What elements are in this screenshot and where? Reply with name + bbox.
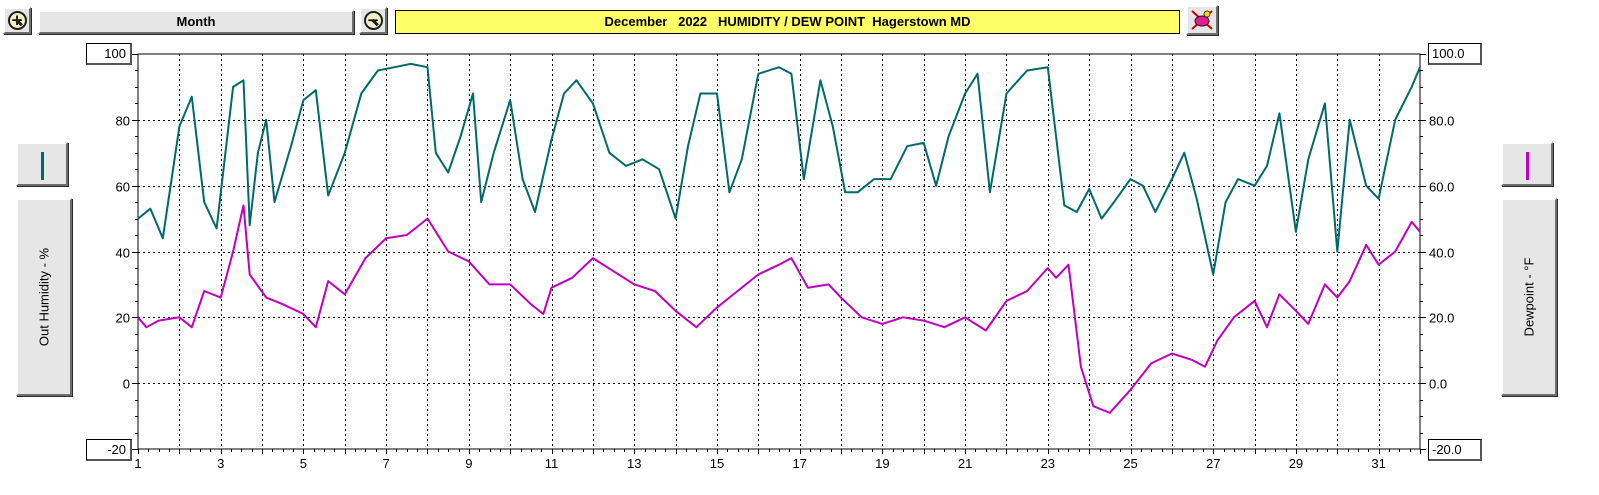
x-tick-label: 29	[1289, 456, 1303, 471]
x-tick-label: 25	[1123, 456, 1137, 471]
dewpoint-legend-swatch[interactable]	[1501, 142, 1553, 186]
y-right-tick-label: 40.0	[1429, 246, 1454, 261]
x-tick-label: 1	[134, 456, 141, 471]
left-axis-min-input[interactable]: -20	[86, 439, 132, 461]
humidity-series-line	[137, 62, 1421, 276]
x-tick-label: 13	[627, 456, 641, 471]
x-tick-label: 23	[1041, 456, 1055, 471]
x-tick-label: 9	[465, 456, 472, 471]
x-tick-label: 31	[1371, 456, 1385, 471]
period-selector-button[interactable]: Month	[38, 10, 354, 34]
x-tick-label: 11	[545, 456, 559, 471]
paint-bucket-icon	[1191, 10, 1213, 30]
right-axis-max-input[interactable]: 100.0	[1428, 43, 1482, 65]
y-right-tick-label: 80.0	[1429, 114, 1454, 129]
y-right-tick-label: 20.0	[1429, 311, 1454, 326]
y-left-tick-label: 40	[116, 246, 130, 261]
plot-frame	[137, 53, 1421, 450]
x-tick-label: 5	[300, 456, 307, 471]
right-axis-selector[interactable]: Dewpoint - °F	[1501, 198, 1557, 396]
color-settings-button[interactable]	[1186, 5, 1218, 35]
x-tick-label: 15	[710, 456, 724, 471]
x-tick-label: 3	[217, 456, 224, 471]
left-axis-max-input[interactable]: 100	[86, 43, 132, 65]
x-tick-label: 21	[958, 456, 972, 471]
humidity-color-bar	[41, 152, 44, 180]
y-left-tick-label: 60	[116, 180, 130, 195]
x-tick-label: 7	[383, 456, 390, 471]
chart-title: December 2022 HUMIDITY / DEW POINT Hager…	[395, 10, 1180, 34]
right-axis-min-input[interactable]: -20.0	[1428, 439, 1482, 461]
dewpoint-series-line	[137, 204, 1421, 414]
y-left-tick-label: 20	[116, 311, 130, 326]
zoom-out-icon: −	[363, 11, 383, 30]
humidity-legend-swatch[interactable]	[16, 142, 68, 186]
zoom-out-button[interactable]: −	[359, 7, 387, 34]
y-right-tick-label: 0.0	[1429, 377, 1447, 392]
x-tick-label: 27	[1206, 456, 1220, 471]
zoom-in-button[interactable]: +	[3, 7, 31, 34]
x-tick-label: 17	[792, 456, 806, 471]
y-left-tick-label: 80	[116, 114, 130, 129]
y-left-tick-label: 0	[123, 377, 130, 392]
zoom-in-icon: +	[7, 11, 27, 30]
dewpoint-color-bar	[1526, 152, 1529, 180]
y-right-tick-label: 60.0	[1429, 180, 1454, 195]
left-axis-selector[interactable]: Out Humidity - %	[16, 198, 72, 396]
x-tick-label: 19	[875, 456, 889, 471]
